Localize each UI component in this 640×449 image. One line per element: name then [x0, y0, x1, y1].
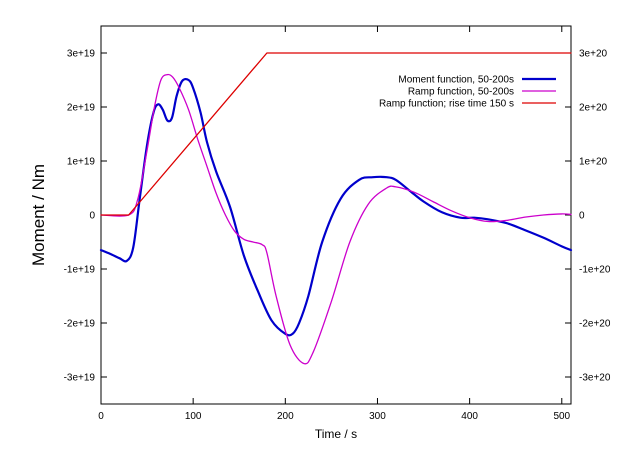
legend-label-2: Ramp function, 50-200s — [408, 87, 514, 98]
y-tick-label: -1e+19 — [64, 265, 96, 276]
series-line-2 — [100, 73, 572, 365]
y2-tick-label: 0 — [579, 211, 585, 222]
y2-tick-label: -1e+20 — [579, 265, 611, 276]
y2-tick-label: 3e+20 — [579, 49, 608, 60]
y-tick-label: 1e+19 — [67, 157, 96, 168]
y2-tick-label: -3e+20 — [579, 373, 611, 384]
x-axis-ticks: 0 100 200 300 400 500 — [98, 26, 571, 422]
y-tick-label: -2e+19 — [64, 319, 96, 330]
x-tick-label: 500 — [553, 411, 570, 422]
x-tick-label: 400 — [461, 411, 478, 422]
y-tick-label: -3e+19 — [64, 373, 96, 384]
y-tick-label: 0 — [89, 211, 95, 222]
x-axis-title: Time / s — [315, 427, 357, 441]
y2-tick-label: -2e+20 — [579, 319, 611, 330]
x-tick-label: 300 — [369, 411, 386, 422]
y-tick-label: 2e+19 — [67, 103, 96, 114]
y-axis-title: Moment / Nm — [29, 164, 48, 266]
series-line-3 — [100, 52, 572, 216]
y-axis-ticks: 3e+19 2e+19 1e+19 0 -1e+19 -2e+19 -3e+19 — [64, 49, 107, 384]
series-lines — [99, 52, 573, 365]
y2-tick-label: 2e+20 — [579, 103, 608, 114]
y2-tick-label: 1e+20 — [579, 157, 608, 168]
legend-label-3: Ramp function; rise time 150 s — [379, 99, 514, 110]
x-tick-label: 0 — [98, 411, 104, 422]
series-line-1 — [99, 77, 573, 337]
x-tick-label: 100 — [185, 411, 202, 422]
legend-label-1: Moment function, 50-200s — [398, 75, 514, 86]
y-tick-label: 3e+19 — [67, 49, 96, 60]
y2-axis-ticks: 3e+20 2e+20 1e+20 0 -1e+20 -2e+20 -3e+20 — [565, 49, 611, 384]
x-tick-label: 200 — [277, 411, 294, 422]
